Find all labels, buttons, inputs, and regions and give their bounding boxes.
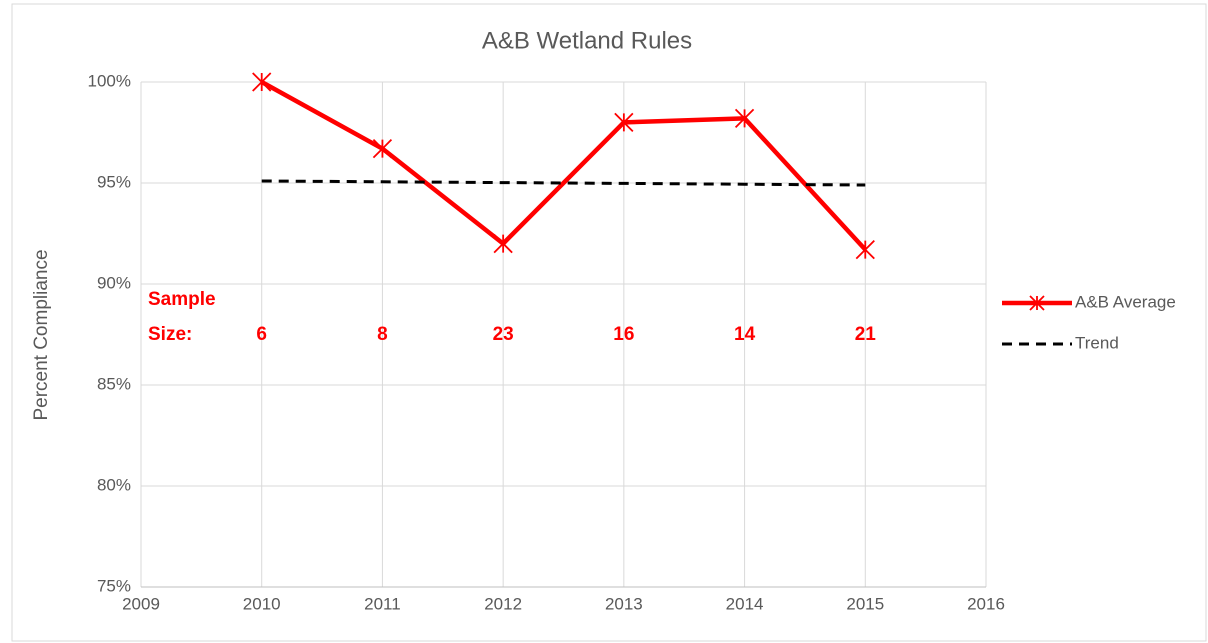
chart-title: A&B Wetland Rules [482,27,692,54]
x-tick-label: 2010 [243,594,281,613]
marker [372,139,393,159]
y-tick-label: 85% [97,374,131,393]
annotation: 21 [855,324,877,345]
y-tick-label: 75% [97,576,131,595]
x-tick-label: 2009 [122,594,160,613]
marker [734,108,755,128]
marker [855,240,875,260]
x-tick-label: 2012 [484,594,522,613]
x-tick-label: 2013 [605,594,643,613]
x-tick-label: 2014 [726,594,764,613]
annotation: 6 [256,324,267,345]
marker [252,72,272,92]
x-tick-label: 2011 [364,594,401,613]
annotation: Sample [148,289,216,310]
marker [614,112,634,133]
x-tick-label: 2016 [967,594,1005,613]
annotation: 23 [493,324,514,345]
annotation: Size: [148,324,192,345]
y-tick-label: 80% [97,475,131,494]
y-axis-label: Percent Compliance [31,249,52,420]
series-line [261,179,866,187]
chart-border [11,3,1207,642]
y-tick-label: 90% [97,273,131,292]
series-line [260,80,867,252]
y-tick-label: 100% [88,71,131,90]
annotation: 16 [613,324,634,345]
legend-label: A&B Average [1075,292,1176,311]
legend-marker [1029,295,1045,311]
annotation: 8 [377,324,388,345]
y-tick-label: 95% [97,172,131,191]
legend-label: Trend [1075,333,1119,352]
x-tick-label: 2015 [846,594,884,613]
annotation: 14 [734,324,756,345]
marker [493,233,513,254]
